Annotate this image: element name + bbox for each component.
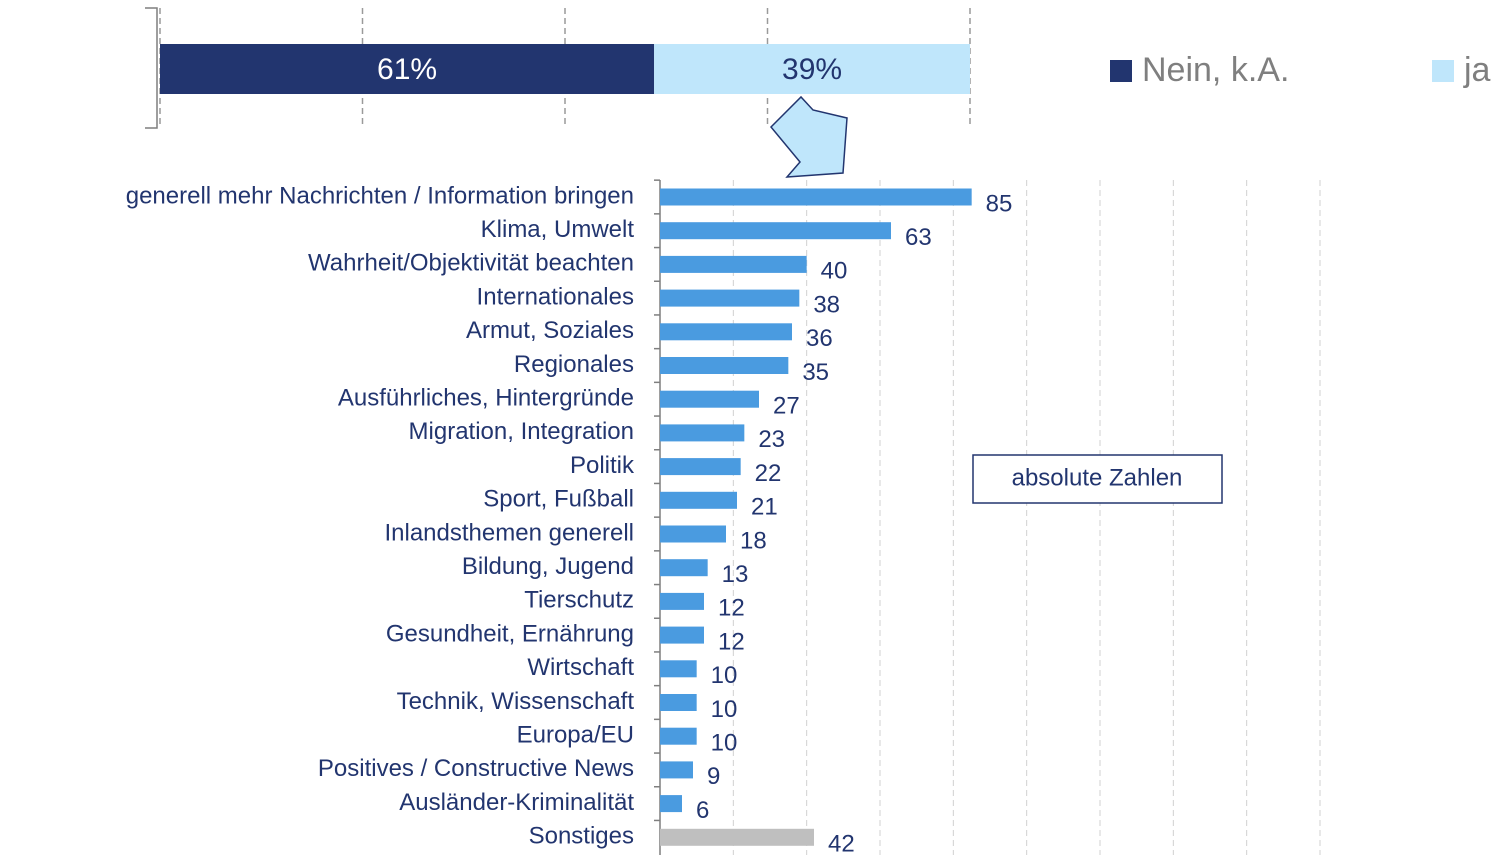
category-label: Sonstiges bbox=[529, 823, 634, 850]
data-label: 10 bbox=[711, 696, 738, 723]
data-label: 36 bbox=[806, 325, 833, 352]
data-label: 12 bbox=[718, 628, 745, 655]
bar bbox=[660, 660, 697, 678]
legend-label: ja bbox=[1463, 51, 1491, 89]
data-label: 9 bbox=[707, 763, 720, 790]
category-label: Migration, Integration bbox=[409, 418, 634, 445]
category-label: Regionales bbox=[514, 351, 634, 378]
data-label: 21 bbox=[751, 494, 778, 521]
data-label: 61% bbox=[377, 53, 437, 86]
bar bbox=[660, 255, 807, 273]
data-label: 40 bbox=[821, 258, 848, 285]
data-label: 10 bbox=[711, 730, 738, 757]
bar bbox=[660, 222, 891, 240]
data-label: 42 bbox=[828, 831, 855, 855]
bar bbox=[660, 289, 800, 307]
bar bbox=[660, 761, 693, 779]
category-label: Armut, Soziales bbox=[466, 317, 634, 344]
bar bbox=[660, 424, 745, 442]
annotation: absolute Zahlen bbox=[1012, 464, 1183, 491]
bar bbox=[660, 795, 682, 813]
data-label: 35 bbox=[802, 359, 829, 386]
legend-swatch bbox=[1432, 60, 1454, 82]
data-label: 22 bbox=[755, 460, 782, 487]
bar bbox=[660, 525, 726, 543]
data-label: 39% bbox=[782, 53, 842, 86]
bar-segment bbox=[654, 44, 970, 94]
data-label: 12 bbox=[718, 595, 745, 622]
category-label: Wahrheit/Objektivität beachten bbox=[308, 250, 634, 277]
category-label: Ausführliches, Hintergründe bbox=[338, 385, 634, 412]
category-label: Sport, Fußball bbox=[483, 486, 634, 513]
bar bbox=[660, 357, 789, 374]
bar bbox=[660, 727, 697, 745]
category-label: Technik, Wissenschaft bbox=[397, 688, 635, 715]
category-label: Bildung, Jugend bbox=[462, 553, 634, 580]
bar bbox=[660, 592, 704, 610]
data-label: 63 bbox=[905, 224, 932, 251]
data-label: 23 bbox=[758, 426, 785, 453]
bar bbox=[660, 458, 741, 476]
arrow bbox=[769, 95, 848, 178]
bar bbox=[660, 390, 759, 408]
category-label: Positives / Constructive News bbox=[318, 755, 634, 782]
category-label: Gesundheit, Ernährung bbox=[386, 620, 634, 647]
category-label: Politik bbox=[570, 452, 635, 479]
bar bbox=[660, 626, 704, 644]
data-label: 38 bbox=[813, 291, 840, 318]
bar bbox=[660, 559, 708, 577]
bar bbox=[660, 491, 737, 509]
bar bbox=[660, 188, 972, 206]
category-label: Inlandsthemen generell bbox=[384, 519, 634, 546]
category-label: Tierschutz bbox=[524, 587, 634, 614]
data-label: 27 bbox=[773, 393, 800, 420]
category-label: Ausländer-Kriminalität bbox=[399, 789, 634, 816]
category-label: Internationales bbox=[477, 283, 634, 310]
data-label: 13 bbox=[722, 561, 749, 588]
data-label: 6 bbox=[696, 797, 709, 824]
bar-segment bbox=[160, 44, 655, 94]
category-label: generell mehr Nachrichten / Information … bbox=[126, 182, 634, 209]
category-label: Klima, Umwelt bbox=[481, 216, 635, 243]
legend-swatch bbox=[1110, 60, 1132, 82]
bar bbox=[660, 323, 792, 341]
bar bbox=[660, 828, 814, 846]
legend-label: Nein, k.A. bbox=[1142, 51, 1289, 89]
data-label: 18 bbox=[740, 527, 767, 554]
annotation-box bbox=[972, 454, 1223, 504]
bracket bbox=[145, 7, 158, 129]
category-label: Wirtschaft bbox=[527, 654, 634, 681]
bar bbox=[660, 694, 697, 711]
category-label: Europa/EU bbox=[517, 722, 634, 749]
data-label: 10 bbox=[711, 662, 738, 689]
data-label: 85 bbox=[986, 190, 1013, 217]
